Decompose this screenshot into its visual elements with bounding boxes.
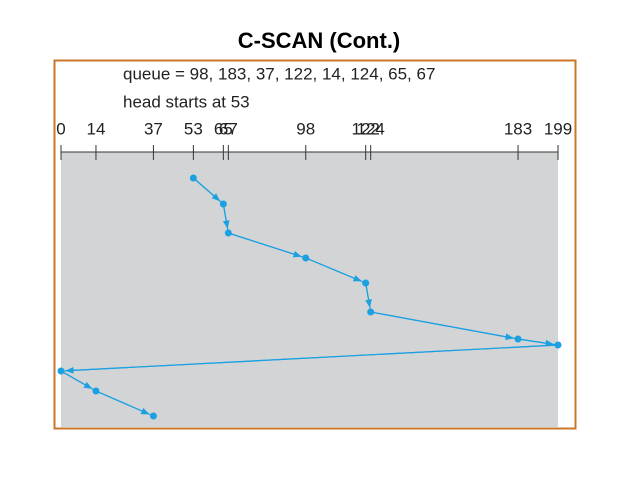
head-position xyxy=(514,335,522,343)
x-tick-label: 183 xyxy=(504,119,532,138)
x-tick-label: 199 xyxy=(544,119,572,138)
annotation: head starts at 53 xyxy=(123,92,250,111)
plot-area xyxy=(61,152,558,427)
x-tick-label: 98 xyxy=(296,119,315,138)
direction-arrow xyxy=(222,203,230,229)
head-position xyxy=(189,174,197,182)
x-tick-label: 37 xyxy=(144,119,163,138)
head-position xyxy=(57,367,65,375)
head-position xyxy=(92,387,100,395)
direction-arrow xyxy=(305,257,362,282)
direction-arrow xyxy=(60,370,93,390)
direction-arrow xyxy=(517,338,554,347)
head-position xyxy=(362,279,370,287)
slide-title: C-SCAN (Cont.) xyxy=(238,28,401,53)
direction-arrow xyxy=(95,390,150,415)
head-position xyxy=(302,254,310,262)
x-tick-label: 14 xyxy=(87,119,106,138)
head-position xyxy=(367,308,375,316)
direction-arrow xyxy=(65,344,559,374)
x-tick-label: 0 xyxy=(56,119,65,138)
annotation: queue = 98, 183, 37, 122, 14, 124, 65, 6… xyxy=(123,64,435,83)
x-tick-label: 65 xyxy=(214,119,233,138)
head-position xyxy=(219,200,227,208)
head-position xyxy=(224,229,232,237)
direction-arrow xyxy=(192,177,221,202)
x-tick-label: 124 xyxy=(357,119,385,138)
x-tick-label: 122 xyxy=(352,119,380,138)
x-tick-label: 53 xyxy=(184,119,203,138)
head-position xyxy=(554,341,562,349)
direction-arrow xyxy=(370,311,514,341)
direction-arrow xyxy=(365,282,372,308)
x-tick-label: 67 xyxy=(219,119,238,138)
direction-arrow xyxy=(228,232,302,258)
head-position xyxy=(149,412,157,420)
